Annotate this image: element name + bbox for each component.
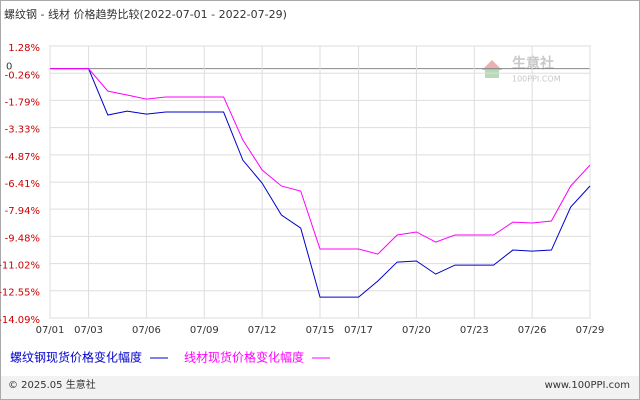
y-tick-label: 1.28% — [8, 43, 40, 54]
x-tick-label: 07/23 — [460, 325, 489, 336]
watermark: 生意社 — [512, 55, 554, 72]
y-tick-label: -4.87% — [5, 152, 40, 163]
legend-label: 螺纹钢现货价格变化幅度 — [10, 350, 142, 365]
x-tick-label: 07/01 — [36, 325, 65, 336]
y-tick-label: -1.79% — [5, 97, 40, 108]
x-tick-label: 07/03 — [74, 325, 103, 336]
series-line — [50, 68, 591, 255]
y-tick-label: -7.94% — [5, 206, 40, 217]
x-tick-label: 07/29 — [576, 325, 605, 336]
x-tick-label: 07/09 — [190, 325, 219, 336]
x-tick-label: 07/12 — [248, 325, 277, 336]
y-tick-label: -9.48% — [5, 233, 40, 244]
series-line — [50, 68, 591, 298]
y-tick-label: -0.26% — [5, 70, 40, 81]
chart-title: 螺纹钢 - 线材 价格趋势比较(2022-07-01 - 2022-07-29) — [4, 7, 287, 21]
footer-right: www.100PPI.com — [545, 380, 630, 391]
x-tick-label: 07/20 — [402, 325, 431, 336]
x-tick-label: 07/06 — [132, 325, 161, 336]
y-tick-label: -14.09% — [0, 315, 40, 326]
baseline-label: 0 — [6, 62, 12, 73]
y-tick-label: -12.55% — [0, 288, 40, 299]
legend-label: 线材现货价格变化幅度 — [184, 350, 304, 365]
watermark-logo — [482, 60, 502, 70]
y-tick-label: -11.02% — [0, 261, 40, 272]
y-tick-label: -3.33% — [5, 125, 40, 136]
y-tick-label: -6.41% — [5, 179, 40, 190]
x-tick-label: 07/15 — [306, 325, 335, 336]
watermark-logo — [485, 70, 499, 78]
footer-band — [1, 376, 639, 399]
x-tick-label: 07/17 — [344, 325, 373, 336]
footer-left: © 2025.05 生意社 — [8, 378, 96, 391]
x-tick-label: 07/26 — [518, 325, 547, 336]
watermark-sub: 100PPI.COM — [512, 75, 561, 84]
